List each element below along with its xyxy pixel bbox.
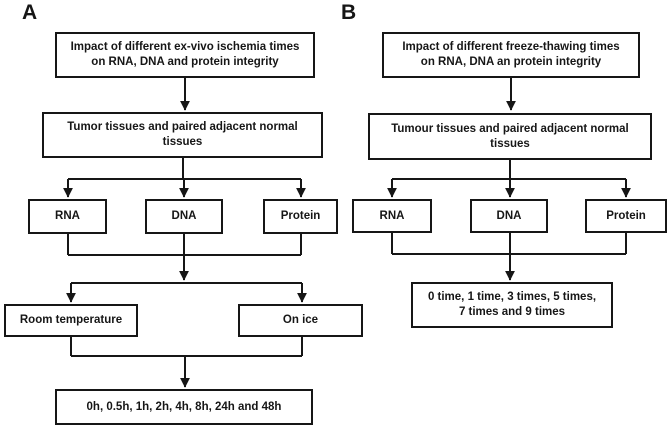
panel-a-dna-box: DNA <box>145 199 223 234</box>
panel-a-tissues-line1: Tumor tissues and paired adjacent normal <box>67 121 298 133</box>
panel-a-protein-box: Protein <box>263 199 338 234</box>
panel-b-label: B <box>341 1 357 24</box>
panel-a-label: A <box>22 1 38 24</box>
panel-a-tissues-box: Tumor tissues and paired adjacent normal… <box>42 112 323 158</box>
panel-b-title-line1: Impact of different freeze-thawing times <box>402 41 620 53</box>
panel-b-title-line2: on RNA, DNA an protein integrity <box>420 56 602 68</box>
panel-b-tissues-line1: Tumour tissues and paired adjacent norma… <box>391 122 629 135</box>
panel-a-tissues-line2: tissues <box>162 136 203 148</box>
panel-a-rna-box: RNA <box>28 199 107 234</box>
panel-b-tissues-line2: tissues <box>490 137 530 150</box>
panel-b-protein-box: Protein <box>585 199 667 233</box>
panel-a-title-box: Impact of different ex-vivo ischemia tim… <box>55 32 315 78</box>
panel-b-title-box: Impact of different freeze-thawing times… <box>382 32 640 78</box>
panel-b-timepoints-box: 0 time, 1 time, 3 times, 5 times, 7 time… <box>411 282 613 328</box>
panel-b-timepoints-line2: 7 times and 9 times <box>458 306 566 318</box>
panel-a-on-ice-box: On ice <box>238 304 363 337</box>
panel-b-timepoints-line1: 0 time, 1 time, 3 times, 5 times, <box>427 291 597 303</box>
panel-b-dna-box: DNA <box>470 199 548 233</box>
panel-a-title-line2: on RNA, DNA and protein integrity <box>91 56 279 68</box>
panel-a-title-line1: Impact of different ex-vivo ischemia tim… <box>70 41 300 53</box>
panel-b-tissues-box: Tumour tissues and paired adjacent norma… <box>368 113 652 160</box>
panel-a-timepoints-box: 0h, 0.5h, 1h, 2h, 4h, 8h, 24h and 48h <box>55 389 313 425</box>
panel-a-room-temperature-box: Room temperature <box>4 304 138 337</box>
panel-b-rna-box: RNA <box>352 199 432 233</box>
